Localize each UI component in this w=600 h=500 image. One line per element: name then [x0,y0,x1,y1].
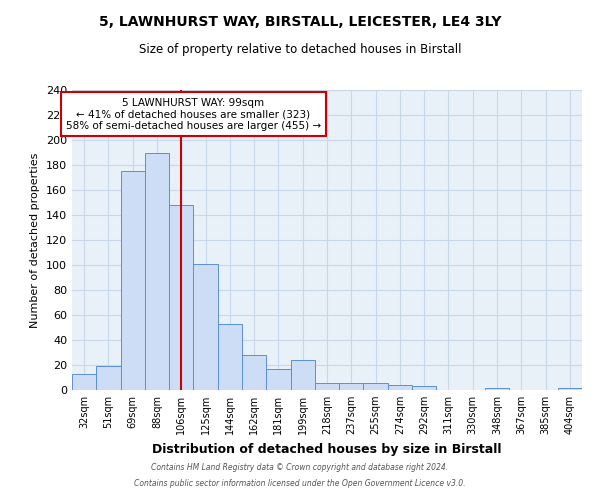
X-axis label: Distribution of detached houses by size in Birstall: Distribution of detached houses by size … [152,442,502,456]
Bar [412,386,436,390]
Bar [315,382,339,390]
Bar [169,205,193,390]
Bar [145,152,169,390]
Bar [388,385,412,390]
Bar [364,382,388,390]
Bar [290,360,315,390]
Bar [485,388,509,390]
Bar [339,382,364,390]
Text: Contains public sector information licensed under the Open Government Licence v3: Contains public sector information licen… [134,478,466,488]
Text: Size of property relative to detached houses in Birstall: Size of property relative to detached ho… [139,42,461,56]
Bar [121,171,145,390]
Bar [96,366,121,390]
Y-axis label: Number of detached properties: Number of detached properties [31,152,40,328]
Bar [558,388,582,390]
Bar [266,369,290,390]
Text: Contains HM Land Registry data © Crown copyright and database right 2024.: Contains HM Land Registry data © Crown c… [151,464,449,472]
Bar [193,264,218,390]
Bar [218,324,242,390]
Bar [242,355,266,390]
Text: 5 LAWNHURST WAY: 99sqm
← 41% of detached houses are smaller (323)
58% of semi-de: 5 LAWNHURST WAY: 99sqm ← 41% of detached… [66,98,321,130]
Bar [72,374,96,390]
Text: 5, LAWNHURST WAY, BIRSTALL, LEICESTER, LE4 3LY: 5, LAWNHURST WAY, BIRSTALL, LEICESTER, L… [99,15,501,29]
